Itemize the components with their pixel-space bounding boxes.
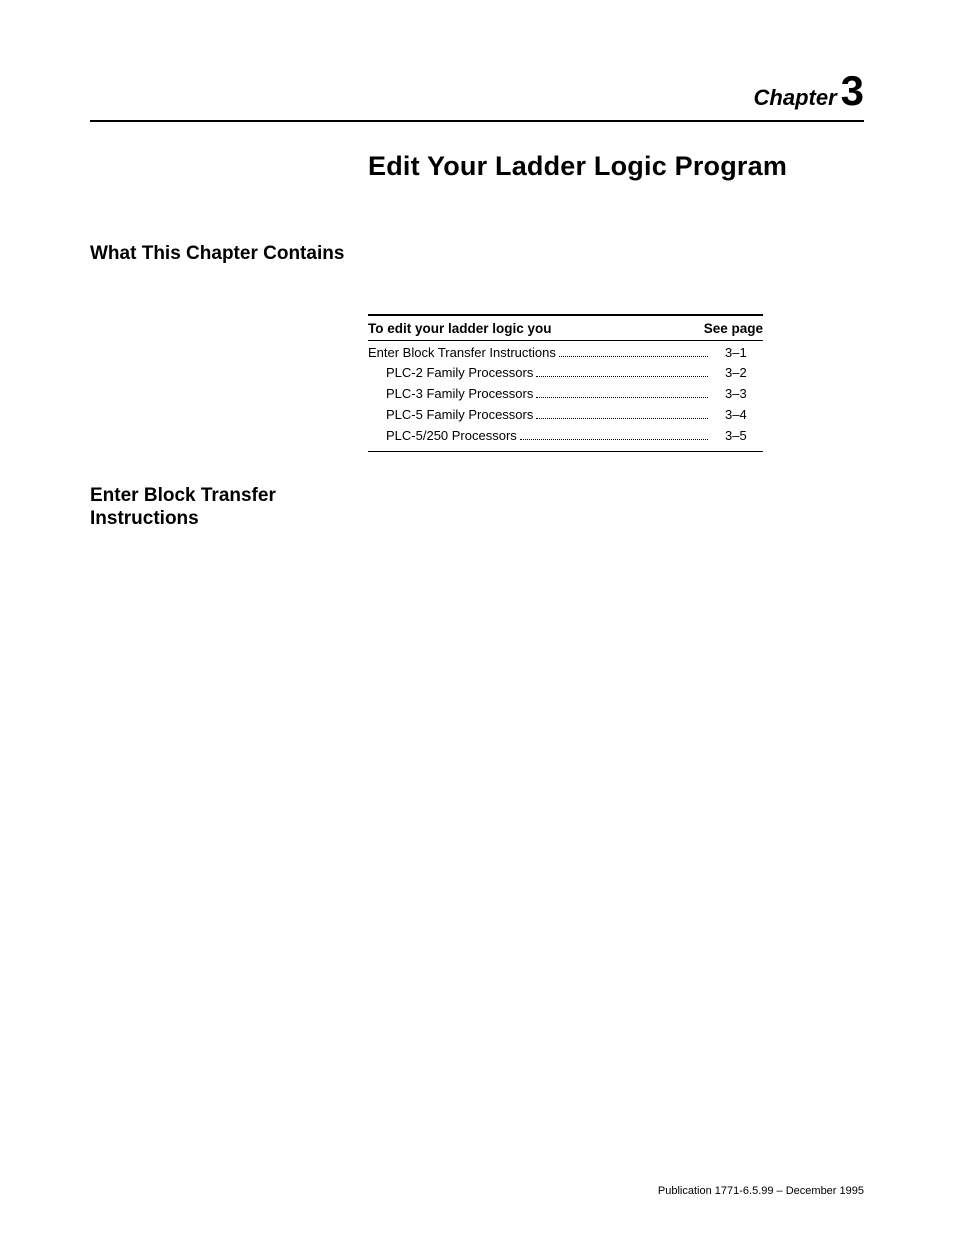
toc-row: PLC-5 Family Processors 3–4 xyxy=(368,405,763,426)
toc-dots xyxy=(536,418,708,419)
document-page: Chapter3 Edit Your Ladder Logic Program … xyxy=(0,0,954,1235)
toc-row-page: 3–3 xyxy=(713,385,763,404)
toc-dots xyxy=(559,356,708,357)
chapter-label: Chapter xyxy=(754,85,837,110)
toc-header-row: To edit your ladder logic you See page xyxy=(368,314,763,341)
toc-row: PLC-3 Family Processors 3–3 xyxy=(368,384,763,405)
toc-row-page: 3–1 xyxy=(713,344,763,363)
toc-row: PLC-5/250 Processors 3–5 xyxy=(368,426,763,447)
toc-row: PLC-2 Family Processors 3–2 xyxy=(368,363,763,384)
toc-header-right: See page xyxy=(693,321,763,336)
toc-row-label: PLC-5/250 Processors xyxy=(368,427,517,446)
toc-row-page: 3–5 xyxy=(713,427,763,446)
section-what-this-chapter: What This Chapter Contains xyxy=(90,242,864,266)
toc-row-label: PLC-2 Family Processors xyxy=(368,364,533,383)
section-heading-what-this-chapter: What This Chapter Contains xyxy=(90,242,368,266)
toc-dots xyxy=(536,376,708,377)
toc-table: To edit your ladder logic you See page E… xyxy=(368,314,763,452)
chapter-number: 3 xyxy=(841,67,864,114)
toc-dots xyxy=(536,397,708,398)
section-body-what-this-chapter xyxy=(368,242,864,266)
toc-header-left: To edit your ladder logic you xyxy=(368,321,693,336)
toc-row-label: PLC-5 Family Processors xyxy=(368,406,533,425)
section-body-enter-block-transfer xyxy=(368,484,864,532)
page-title: Edit Your Ladder Logic Program xyxy=(368,150,864,184)
toc-rows: Enter Block Transfer Instructions3–1PLC-… xyxy=(368,341,763,452)
toc-row-label: Enter Block Transfer Instructions xyxy=(368,344,556,363)
toc-row-label: PLC-3 Family Processors xyxy=(368,385,533,404)
toc-row-page: 3–2 xyxy=(713,364,763,383)
section-enter-block-transfer: Enter Block Transfer Instructions xyxy=(90,484,864,532)
toc-dots xyxy=(520,439,708,440)
section-heading-enter-block-transfer: Enter Block Transfer Instructions xyxy=(90,484,368,532)
toc-row: Enter Block Transfer Instructions 3–1 xyxy=(368,343,763,364)
toc-row-page: 3–4 xyxy=(713,406,763,425)
publication-footer: Publication 1771-6.5.99 – December 1995 xyxy=(658,1185,864,1197)
chapter-header: Chapter3 xyxy=(90,70,864,122)
